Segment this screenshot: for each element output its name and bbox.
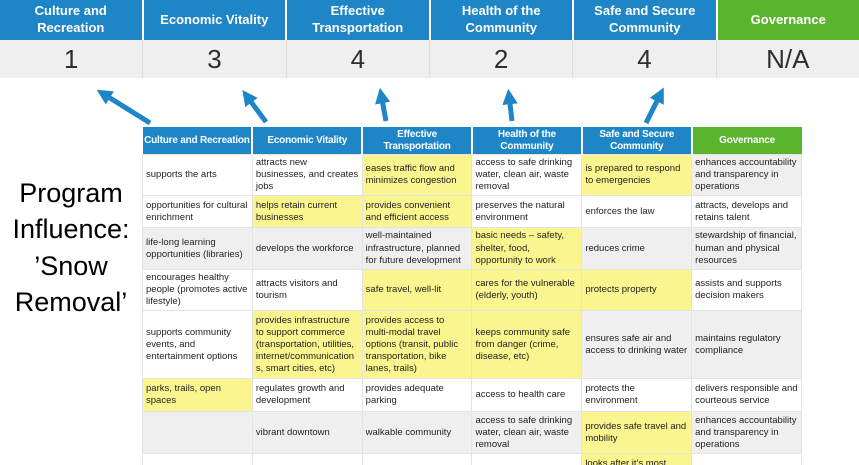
matrix-header-row: Culture and Recreation Economic Vitality E… [142,127,802,155]
matrix-cell: helps retain current businesses [251,195,363,229]
matrix-cell: provides access to multi-modal travel op… [361,310,473,380]
program-title: Program Influence: ’Snow Removal’ [0,175,142,321]
matrix-cell [251,453,363,465]
summary-score-value: 4 [285,40,429,78]
matrix-cell: reduces crime [581,227,693,270]
matrix-cell: protects the environment [581,378,693,413]
matrix-cell [142,453,253,465]
summary-score-value: 2 [428,40,572,78]
summary-header-cell: Governance [717,0,859,40]
matrix-cell [142,411,253,455]
up-arrow-icon [502,88,518,122]
matrix-column-header: Governance [691,127,802,155]
matrix-cell [691,453,802,465]
matrix-cell: attracts new businesses, and creates job… [251,153,363,197]
summary-score-value: 3 [142,40,285,78]
matrix-cell: keeps community safe from danger (crime,… [471,310,583,380]
matrix-cell: access to health care [471,378,583,413]
matrix-cell: enhances accountability and transparency… [691,153,802,197]
matrix-cell [361,453,473,465]
matrix-row: parks, trails, open spaces regulates grow… [142,378,802,413]
matrix-cell: access to safe drinking water, clean air… [471,153,583,197]
matrix-cell: life-long learning opportunities (librar… [142,227,253,270]
matrix-cell: eases traffic flow and minimizes congest… [361,153,473,197]
matrix-column-header: Culture and Recreation [142,127,254,155]
matrix-cell: provides convenient and efficient access [361,195,473,229]
matrix-cell: provides adequate parking [361,378,473,413]
matrix-row: looks after it's most vulnerable [142,453,802,465]
matrix-cell: is prepared to respond to emergencies [581,153,693,197]
matrix-row: supports the arts attracts new businesses… [142,153,802,197]
matrix-cell: well-maintained infrastructure, planned … [361,227,473,270]
summary-score-value: N/A [715,40,859,78]
matrix-cell: develops the workforce [251,227,363,270]
program-title-line: Removal’ [14,287,128,318]
matrix-cell: assists and supports decision makers [691,268,802,312]
matrix-cell: looks after it's most vulnerable [581,453,693,465]
matrix-column-header: Health of the Community [471,127,583,155]
matrix-cell: delivers responsible and courteous servi… [691,378,802,413]
matrix-cell: maintains regulatory compliance [691,310,802,380]
matrix-cell: opportunities for cultural enrichment [142,195,253,229]
matrix-cell: ensures safe air and access to drinking … [581,310,693,380]
matrix-cell: cares for the vulnerable (elderly, youth… [471,268,583,312]
summary-score-value: 1 [63,43,79,74]
matrix-row: encourages healthy people (promotes acti… [142,268,802,312]
summary-header-cell: Health of the Community [430,0,572,40]
up-arrow-icon [643,87,664,125]
matrix-row: supports community events, and entertain… [142,310,802,380]
matrix-cell: attracts visitors and tourism [251,268,363,312]
matrix-cell: provides safe travel and mobility [581,411,693,455]
summary-header-cell: Culture and Recreation [0,0,142,40]
matrix-row: life-long learning opportunities (librar… [142,227,802,270]
summary-header-cell: Effective Transportation [287,0,429,40]
up-arrow-icon [375,87,391,122]
matrix-cell: provides infrastructure to support comme… [251,310,363,380]
program-title-line: ’Snow [34,250,108,281]
matrix-cell: basic needs – safety, shelter, food, opp… [471,227,583,270]
matrix-cell: safe travel, well-lit [361,268,473,312]
influence-matrix: Culture and Recreation Economic Vitality E… [142,127,802,465]
matrix-cell: stewardship of financial, human and phys… [691,227,802,270]
summary-header-cell: Economic Vitality [143,0,285,40]
matrix-cell: access to safe drinking water, clean air… [471,411,583,455]
matrix-cell: enforces the law [581,195,693,229]
matrix-cell [471,453,583,465]
up-arrow-icon [242,90,269,124]
matrix-cell: parks, trails, open spaces [142,378,253,413]
arrows-layer [96,87,664,126]
summary-score-row: 1 3 4 2 4 N/A [0,40,859,78]
matrix-cell: protects property [581,268,693,312]
summary-header-row: Culture and Recreation Economic Vitality E… [0,0,859,40]
matrix-row: opportunities for cultural enrichment hel… [142,195,802,229]
summary-header-cell: Safe and Secure Community [574,0,716,40]
matrix-cell: regulates growth and development [251,378,363,413]
matrix-column-header: Safe and Secure Community [581,127,693,155]
program-title-line: Program [19,178,123,208]
matrix-cell: attracts, develops and retains talent [691,195,802,229]
program-title-line: Influence: [12,214,130,245]
matrix-cell: supports community events, and entertain… [142,310,253,380]
matrix-cell: supports the arts [142,153,253,197]
matrix-cell: preserves the natural environment [471,195,583,229]
up-arrow-icon [96,89,152,126]
summary-score-value: 4 [572,40,715,78]
matrix-cell: enhances accountability and transparency… [691,411,802,455]
matrix-cell: vibrant downtown [251,411,363,455]
matrix-cell: encourages healthy people (promotes acti… [142,268,253,312]
matrix-cell: walkable community [361,411,473,455]
matrix-column-header: Economic Vitality [252,127,364,155]
matrix-row: vibrant downtown walkable community access… [142,411,802,455]
matrix-column-header: Effective Transportation [362,127,473,155]
